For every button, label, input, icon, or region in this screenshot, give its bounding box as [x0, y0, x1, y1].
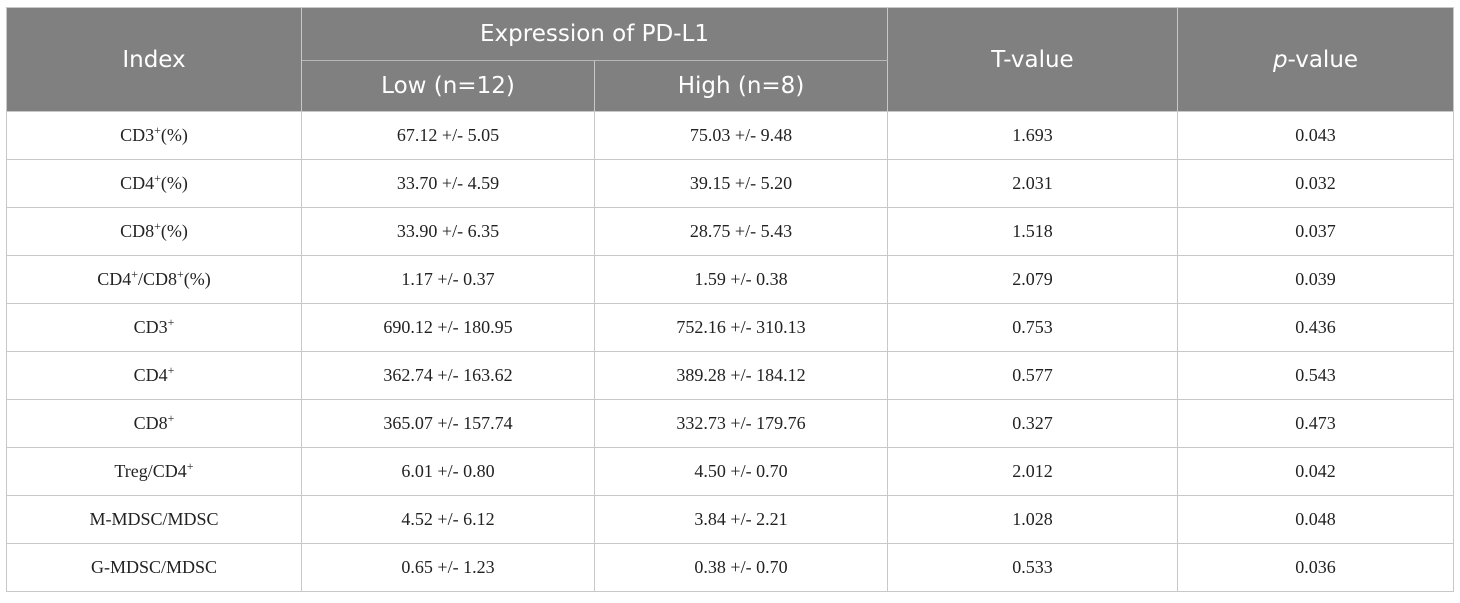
cell-p-value: 0.032 [1177, 159, 1454, 208]
table-body: CD3+(%) 67.12 +/- 5.05 75.03 +/- 9.48 1.693… [6, 111, 1454, 592]
cell-t-value: 0.753 [887, 303, 1178, 352]
index-base: Treg/CD4 [114, 461, 187, 481]
cell-index: CD4+/CD8+(%) [6, 255, 302, 304]
cell-high: 332.73 +/- 179.76 [594, 399, 888, 448]
table-row: CD4+(%) 33.70 +/- 4.59 39.15 +/- 5.20 2.031… [6, 159, 1454, 208]
cell-index: CD8+ [6, 399, 302, 448]
index-base: CD8 [133, 413, 168, 433]
index-superscript: + [167, 363, 175, 377]
table-row: CD4+ 362.74 +/- 163.62 389.28 +/- 184.12 0.… [6, 351, 1454, 400]
index-base: CD8 [120, 221, 155, 241]
cell-p-value: 0.037 [1177, 207, 1454, 256]
index-tail: (%) [183, 269, 211, 289]
cell-p-value: 0.039 [1177, 255, 1454, 304]
cell-p-value: 0.048 [1177, 495, 1454, 544]
cell-t-value: 0.533 [887, 543, 1178, 592]
index-middle: /CD8 [138, 269, 178, 289]
cell-p-value: 0.043 [1177, 111, 1454, 160]
index-superscript: + [154, 219, 161, 233]
index-base: G-MDSC/MDSC [90, 557, 218, 577]
cell-low: 1.17 +/- 0.37 [301, 255, 595, 304]
cell-index: CD4+(%) [6, 159, 302, 208]
index-tail: (%) [160, 221, 188, 241]
index-base: CD3 [133, 317, 168, 337]
index-superscript: + [167, 315, 175, 329]
header-expression-group: Expression of PD-L1 [301, 7, 888, 61]
cell-t-value: 1.518 [887, 207, 1178, 256]
index-superscript-2: + [177, 267, 184, 281]
cell-low: 6.01 +/- 0.80 [301, 447, 595, 496]
cell-index: Treg/CD4+ [6, 447, 302, 496]
table-row: CD4+/CD8+(%) 1.17 +/- 0.37 1.59 +/- 0.38 2.… [6, 255, 1454, 304]
cell-t-value: 1.693 [887, 111, 1178, 160]
cell-high: 389.28 +/- 184.12 [594, 351, 888, 400]
cell-t-value: 2.031 [887, 159, 1178, 208]
cell-p-value: 0.036 [1177, 543, 1454, 592]
cell-low: 33.90 +/- 6.35 [301, 207, 595, 256]
cell-p-value: 0.042 [1177, 447, 1454, 496]
cell-p-value: 0.473 [1177, 399, 1454, 448]
index-base: CD4 [133, 365, 168, 385]
index-superscript: + [167, 411, 175, 425]
header-p-value-italic: p [1272, 46, 1288, 73]
cell-p-value: 0.543 [1177, 351, 1454, 400]
cell-high: 39.15 +/- 5.20 [594, 159, 888, 208]
index-base: CD3 [120, 125, 155, 145]
index-superscript: + [154, 123, 161, 137]
header-high: High (n=8) [594, 60, 888, 112]
cell-low: 4.52 +/- 6.12 [301, 495, 595, 544]
index-base: CD4 [120, 173, 155, 193]
cell-index: CD3+ [6, 303, 302, 352]
header-p-value: p-value [1177, 7, 1454, 112]
header-low: Low (n=12) [301, 60, 595, 112]
table-header: Index Expression of PD-L1 T-value p-valu… [6, 7, 1454, 112]
cell-low: 365.07 +/- 157.74 [301, 399, 595, 448]
header-index: Index [6, 7, 302, 112]
cell-low: 67.12 +/- 5.05 [301, 111, 595, 160]
cell-high: 28.75 +/- 5.43 [594, 207, 888, 256]
header-row-2: Low (n=12) High (n=8) [7, 60, 1454, 112]
table-row: M-MDSC/MDSC 4.52 +/- 6.12 3.84 +/- 2.21 1.0… [6, 495, 1454, 544]
cell-index: CD8+(%) [6, 207, 302, 256]
index-superscript: + [186, 459, 194, 473]
cell-p-value: 0.436 [1177, 303, 1454, 352]
pdl1-table-container: Index Expression of PD-L1 T-value p-valu… [6, 7, 1454, 592]
cell-low: 690.12 +/- 180.95 [301, 303, 595, 352]
index-base: CD4 [97, 269, 132, 289]
cell-low: 0.65 +/- 1.23 [301, 543, 595, 592]
cell-t-value: 0.577 [887, 351, 1178, 400]
cell-low: 362.74 +/- 163.62 [301, 351, 595, 400]
cell-high: 0.38 +/- 0.70 [594, 543, 888, 592]
cell-high: 3.84 +/- 2.21 [594, 495, 888, 544]
table-row: Treg/CD4+ 6.01 +/- 0.80 4.50 +/- 0.70 2.012… [6, 447, 1454, 496]
cell-high: 75.03 +/- 9.48 [594, 111, 888, 160]
table-row: CD3+ 690.12 +/- 180.95 752.16 +/- 310.13 0.… [6, 303, 1454, 352]
index-tail: (%) [160, 173, 188, 193]
cell-t-value: 0.327 [887, 399, 1178, 448]
table-row: CD8+ 365.07 +/- 157.74 332.73 +/- 179.76 0.… [6, 399, 1454, 448]
cell-index: CD3+(%) [6, 111, 302, 160]
cell-index: G-MDSC/MDSC [6, 543, 302, 592]
pdl1-expression-table: Index Expression of PD-L1 T-value p-valu… [6, 7, 1454, 592]
header-row-1: Index Expression of PD-L1 T-value p-valu… [6, 7, 1454, 112]
table-row: G-MDSC/MDSC 0.65 +/- 1.23 0.38 +/- 0.70 0.5… [6, 543, 1454, 592]
index-tail: (%) [160, 125, 188, 145]
table-row: CD8+(%) 33.90 +/- 6.35 28.75 +/- 5.43 1.518… [6, 207, 1454, 256]
header-t-value: T-value [887, 7, 1178, 112]
cell-t-value: 1.028 [887, 495, 1178, 544]
cell-low: 33.70 +/- 4.59 [301, 159, 595, 208]
header-p-value-rest: -value [1287, 46, 1359, 73]
cell-high: 1.59 +/- 0.38 [594, 255, 888, 304]
table-row: CD3+(%) 67.12 +/- 5.05 75.03 +/- 9.48 1.693… [6, 111, 1454, 160]
index-superscript: + [131, 267, 138, 281]
cell-index: M-MDSC/MDSC [6, 495, 302, 544]
index-base: M-MDSC/MDSC [89, 509, 219, 529]
cell-t-value: 2.012 [887, 447, 1178, 496]
index-superscript: + [154, 171, 161, 185]
cell-high: 752.16 +/- 310.13 [594, 303, 888, 352]
cell-t-value: 2.079 [887, 255, 1178, 304]
cell-high: 4.50 +/- 0.70 [594, 447, 888, 496]
cell-index: CD4+ [6, 351, 302, 400]
